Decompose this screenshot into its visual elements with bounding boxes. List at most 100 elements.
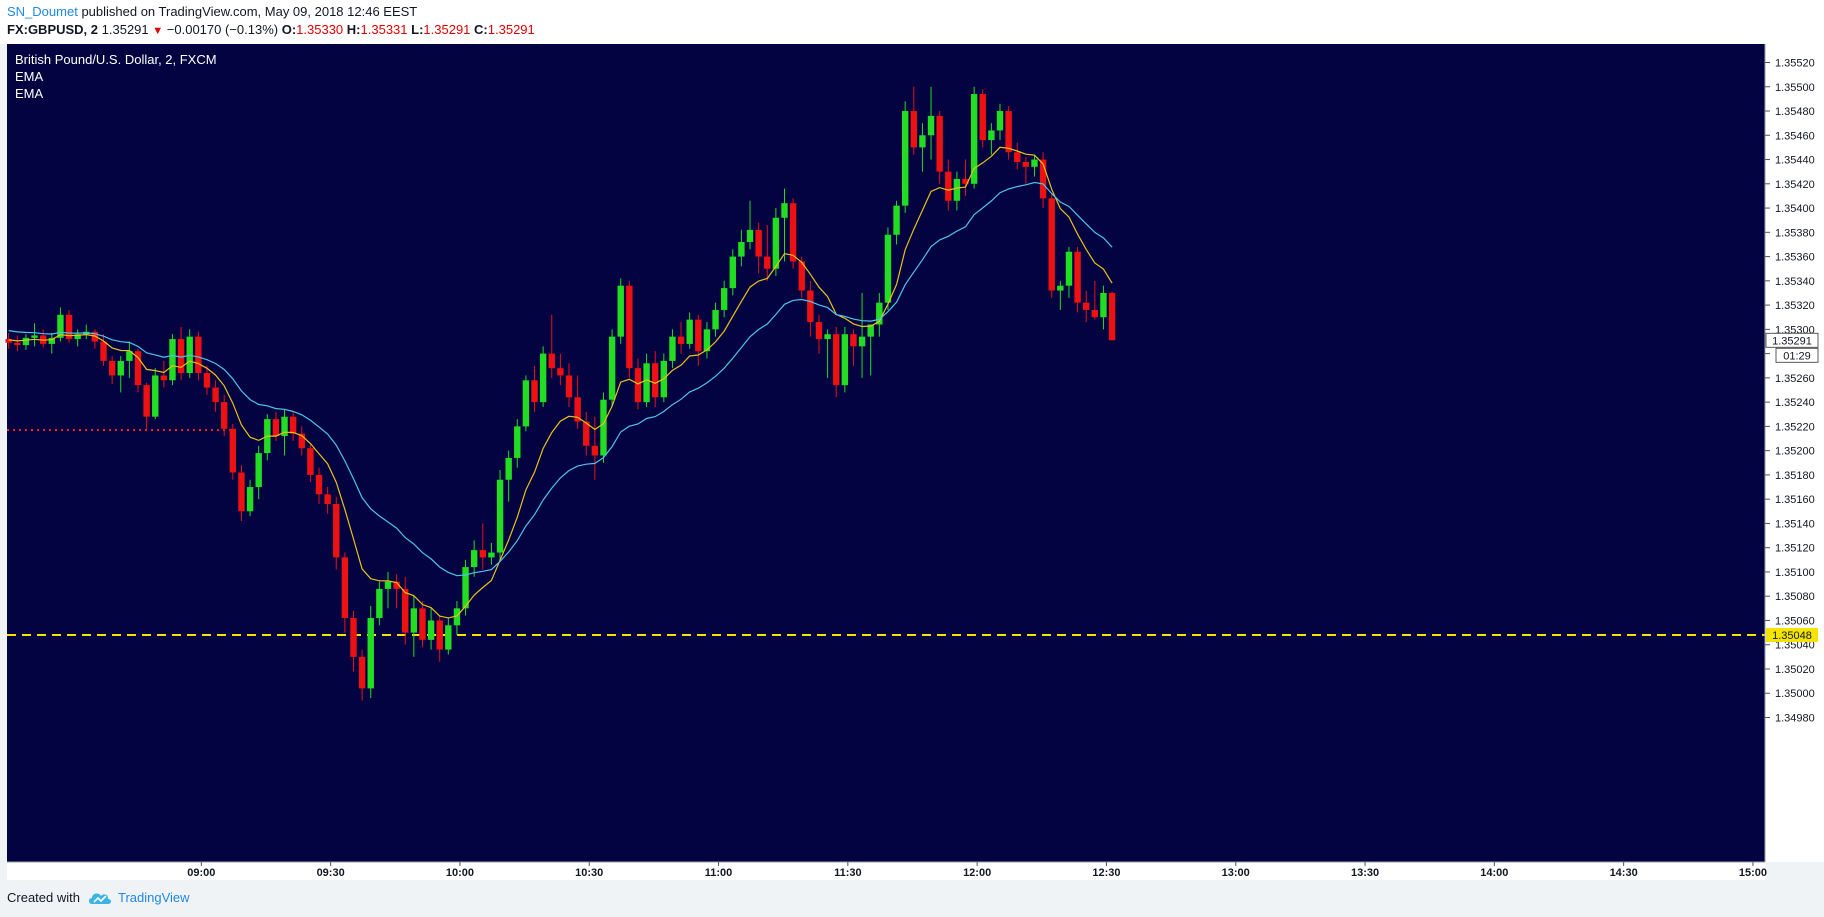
price-change: −0.00170 (−0.13%) — [166, 22, 279, 37]
candle-body — [393, 581, 400, 589]
candle-body — [152, 375, 159, 417]
candle-body — [505, 457, 512, 480]
low-value: 1.35291 — [423, 22, 471, 37]
candle-body — [445, 625, 452, 650]
candle-body — [953, 178, 961, 201]
legend-instrument: British Pound/U.S. Dollar, 2, FXCM — [15, 52, 217, 67]
candle-body — [100, 341, 107, 361]
x-tick-label: 09:00 — [187, 867, 215, 879]
candle-body — [936, 115, 943, 172]
y-tick-label: 1.35000 — [1775, 688, 1815, 700]
author-link[interactable]: SN_Doumet — [7, 4, 78, 19]
legend-ema-1: EMA — [15, 69, 44, 84]
candle-body — [548, 353, 555, 369]
candle-body — [927, 115, 935, 136]
time-axis[interactable] — [7, 862, 1765, 880]
candle-body — [522, 380, 530, 427]
candle-body — [307, 448, 314, 475]
last-price-text: 1.35291 — [1772, 335, 1812, 347]
candle-body — [22, 337, 30, 346]
open-label: O: — [281, 22, 297, 37]
candle-body — [729, 256, 736, 289]
candle-body — [884, 234, 892, 303]
x-tick-label: 11:00 — [705, 867, 733, 879]
high-value: 1.35331 — [360, 22, 408, 37]
candle-body — [48, 337, 55, 344]
candle-body — [772, 217, 780, 269]
y-tick-label: 1.35240 — [1775, 397, 1815, 409]
candle-body — [514, 426, 521, 458]
candle-body — [324, 494, 331, 505]
legend-ema-2: EMA — [15, 86, 44, 101]
candle-body — [876, 302, 883, 325]
candle-body — [117, 360, 124, 376]
candle-body — [496, 479, 504, 553]
low-label: L: — [411, 22, 424, 37]
y-tick-label: 1.35180 — [1775, 470, 1815, 482]
candle-body — [970, 94, 978, 184]
candle-body — [470, 550, 478, 568]
x-tick-label: 10:00 — [446, 867, 474, 879]
y-tick-label: 1.35360 — [1775, 252, 1815, 264]
x-tick-label: 09:30 — [317, 867, 345, 879]
candle-body — [229, 428, 237, 473]
y-tick-label: 1.35140 — [1775, 518, 1815, 530]
price-axis[interactable] — [1765, 44, 1824, 862]
candlestick-chart[interactable]: 1.35520 1.35500 1.35480 1.35460 1.35440 1.354… — [0, 44, 1824, 880]
candle-body — [143, 385, 150, 417]
candle-body — [1057, 285, 1064, 291]
candle-body — [807, 290, 814, 323]
close-label: C: — [474, 22, 488, 37]
candle-body — [14, 342, 21, 346]
candle-body — [74, 334, 81, 340]
candle-body — [789, 203, 797, 262]
footer: Created with TradingView — [7, 890, 190, 905]
open-value: 1.35330 — [296, 22, 344, 37]
candle-body — [945, 171, 952, 201]
candle-body — [643, 363, 650, 403]
candle-body — [686, 319, 693, 344]
candle-body — [376, 588, 383, 619]
y-tick-label: 1.35440 — [1775, 155, 1815, 167]
chart-area[interactable]: 1.35520 1.35500 1.35480 1.35460 1.35440 1.354… — [0, 44, 1824, 880]
ohlc-line: FX:GBPUSD, 2 1.35291 ▼ −0.00170 (−0.13%)… — [7, 22, 535, 37]
y-tick-label: 1.35080 — [1775, 591, 1815, 603]
candle-body — [246, 487, 254, 512]
candle-body — [755, 229, 762, 257]
candle-body — [634, 368, 642, 403]
candle-body — [738, 242, 745, 257]
candle-body — [867, 324, 874, 337]
published-text: published on TradingView.com, May 09, 20… — [81, 4, 418, 19]
candle-body — [289, 416, 297, 434]
candle-body — [539, 353, 547, 403]
candle-body — [919, 135, 926, 148]
candle-body — [402, 588, 409, 633]
x-tick-label: 13:00 — [1222, 867, 1250, 879]
y-tick-label: 1.35380 — [1775, 227, 1815, 239]
candle-body — [126, 351, 133, 361]
countdown-text: 01:29 — [1783, 350, 1811, 362]
y-tick-label: 1.35100 — [1775, 567, 1815, 579]
candle-body — [1100, 292, 1107, 318]
candle-body — [212, 387, 219, 403]
y-tick-label: 1.35260 — [1775, 373, 1815, 385]
candle-body — [65, 314, 73, 340]
candle-body — [5, 339, 12, 343]
candle-body — [281, 416, 288, 437]
candle-body — [177, 339, 185, 374]
chart-header: SN_Doumet published on TradingView.com, … — [0, 0, 1824, 44]
high-label: H: — [346, 22, 361, 37]
horizontal-level-tag — [1766, 628, 1818, 643]
candle-body — [608, 336, 616, 400]
candle-body — [1039, 159, 1047, 199]
y-tick-label: 1.35500 — [1775, 82, 1815, 94]
tradingview-link[interactable]: TradingView — [88, 890, 190, 905]
candle-body — [134, 351, 142, 386]
candle-body — [626, 285, 633, 369]
candle-body — [901, 111, 909, 206]
last-price-tag — [1765, 332, 1819, 348]
horizontal-level-text: 1.35048 — [1772, 630, 1812, 642]
candle-body — [600, 399, 607, 456]
created-with-text: Created with — [7, 890, 80, 905]
candle-body — [1065, 251, 1073, 286]
